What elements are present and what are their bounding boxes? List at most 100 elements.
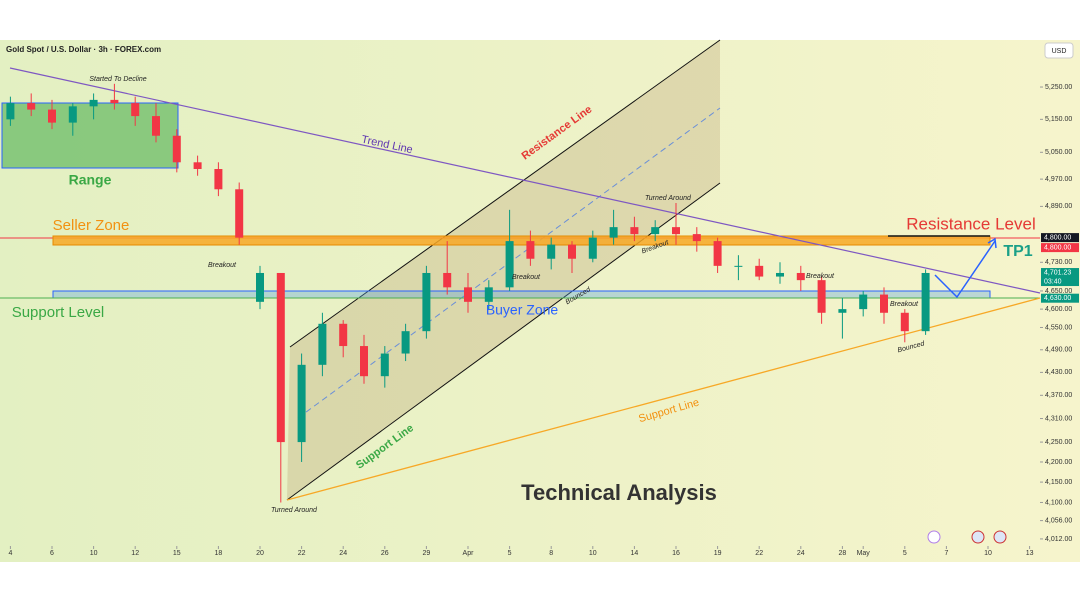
candle-body bbox=[692, 234, 701, 242]
y-tick-label: 4,890.00 bbox=[1045, 203, 1072, 210]
x-tick-label: 5 bbox=[508, 550, 512, 557]
x-tick-label: 5 bbox=[903, 550, 907, 557]
annotation: Started To Decline bbox=[89, 76, 146, 83]
y-tick-label: 4,056.00 bbox=[1045, 517, 1072, 524]
annotation: Breakout bbox=[806, 273, 835, 280]
support-line bbox=[286, 297, 1041, 501]
candle-body bbox=[48, 109, 56, 123]
projection bbox=[934, 240, 996, 299]
price-tag bbox=[1041, 268, 1079, 287]
x-tick-label: 24 bbox=[339, 550, 347, 557]
annotation: Range bbox=[69, 172, 112, 188]
x-tick-label: 26 bbox=[381, 550, 389, 557]
candle-body bbox=[505, 241, 514, 288]
y-tick-label: 5,250.00 bbox=[1045, 84, 1072, 91]
flag-icon[interactable] bbox=[971, 530, 985, 544]
candle-body bbox=[817, 280, 826, 313]
candle-body bbox=[921, 272, 930, 332]
annotation: Technical Analysis bbox=[521, 480, 717, 505]
price-tag-label: 4,800.00 bbox=[1044, 234, 1071, 241]
annotation: TP1 bbox=[1003, 243, 1032, 260]
candle-body bbox=[214, 169, 223, 190]
y-tick-label: 4,310.00 bbox=[1045, 415, 1072, 422]
candle-body bbox=[89, 99, 98, 107]
x-tick-label: 29 bbox=[423, 550, 431, 557]
candle-body bbox=[380, 353, 389, 377]
price-tag-label: 4,701.23 bbox=[1044, 269, 1071, 276]
candle-body bbox=[838, 309, 847, 313]
x-tick-label: Apr bbox=[463, 550, 475, 557]
candle-body bbox=[880, 294, 888, 313]
seller-zone bbox=[52, 235, 991, 246]
y-tick-label: 4,490.00 bbox=[1045, 347, 1072, 354]
candle-body bbox=[297, 364, 306, 443]
icon[interactable] bbox=[927, 530, 941, 544]
price-tag-label: 4,630.00 bbox=[1044, 295, 1071, 302]
x-tick-label: 19 bbox=[714, 550, 722, 557]
x-tick-label: 7 bbox=[944, 550, 948, 557]
x-tick-label: 15 bbox=[173, 550, 181, 557]
candle-body bbox=[568, 244, 576, 259]
y-tick-label: 4,012.00 bbox=[1045, 536, 1072, 543]
candle-body bbox=[630, 227, 639, 235]
flag-icon[interactable] bbox=[993, 530, 1007, 544]
candle-body bbox=[464, 287, 472, 302]
y-tick-label: 4,150.00 bbox=[1045, 479, 1072, 486]
annotation: Turned Around bbox=[271, 507, 318, 514]
annotation: Seller Zone bbox=[53, 217, 130, 234]
annotation: Breakout bbox=[512, 274, 541, 281]
candle-body bbox=[422, 272, 431, 332]
candle-body bbox=[588, 237, 597, 259]
candle-body bbox=[172, 135, 181, 163]
candle-body bbox=[734, 265, 743, 267]
channel-fill bbox=[287, 40, 720, 500]
y-tick-label: 4,200.00 bbox=[1045, 459, 1072, 466]
price-tag-label: 4,800.00 bbox=[1044, 244, 1071, 251]
candle-body bbox=[776, 272, 784, 277]
annotation: Resistance Level bbox=[906, 214, 1035, 233]
candles bbox=[6, 83, 930, 503]
candle-body bbox=[68, 106, 77, 123]
x-tick-label: 24 bbox=[797, 550, 805, 557]
x-tick-label: 14 bbox=[631, 550, 639, 557]
candle-body bbox=[276, 272, 285, 443]
y-tick-label: 4,600.00 bbox=[1045, 306, 1072, 313]
price-tag bbox=[1041, 233, 1079, 243]
candle-body bbox=[339, 323, 348, 347]
currency-button[interactable] bbox=[1044, 42, 1074, 59]
candle-body bbox=[713, 241, 722, 266]
plot-background bbox=[0, 40, 1080, 562]
x-tick-label: 10 bbox=[984, 550, 992, 557]
x-tick-label: 10 bbox=[589, 550, 597, 557]
x-tick-label: 22 bbox=[755, 550, 763, 557]
candle-body bbox=[755, 265, 764, 277]
annotation: Breakout bbox=[208, 262, 237, 269]
y-tick-label: 4,100.00 bbox=[1045, 499, 1072, 506]
currency: USD bbox=[1052, 48, 1067, 55]
candle-body bbox=[859, 294, 868, 310]
x-tick-label: 13 bbox=[1026, 550, 1034, 557]
y-tick-label: 4,370.00 bbox=[1045, 392, 1072, 399]
y-tick-label: 4,970.00 bbox=[1045, 176, 1072, 183]
y-tick-label: 5,050.00 bbox=[1045, 149, 1072, 156]
chart-title: Gold Spot / U.S. Dollar · 3h · FOREX.com bbox=[6, 45, 161, 54]
countdown: 03:40 bbox=[1044, 278, 1062, 285]
price-tag bbox=[1041, 293, 1079, 303]
annotation: Turned Around bbox=[645, 195, 692, 202]
trend-line bbox=[9, 67, 1041, 294]
y-tick-label: 4,650.00 bbox=[1045, 288, 1072, 295]
candle-body bbox=[360, 346, 368, 377]
range-box bbox=[1, 102, 179, 169]
candle-body bbox=[6, 103, 15, 120]
y-tick-label: 5,150.00 bbox=[1045, 116, 1072, 123]
candle-body bbox=[110, 99, 119, 104]
candle-body bbox=[796, 272, 805, 281]
candle-body bbox=[651, 227, 660, 235]
annotation: Support Level bbox=[12, 304, 105, 321]
channel-upper bbox=[289, 39, 721, 348]
candle-body bbox=[484, 287, 493, 302]
annotation: Breakout bbox=[890, 301, 919, 308]
x-tick-label: 12 bbox=[131, 550, 139, 557]
